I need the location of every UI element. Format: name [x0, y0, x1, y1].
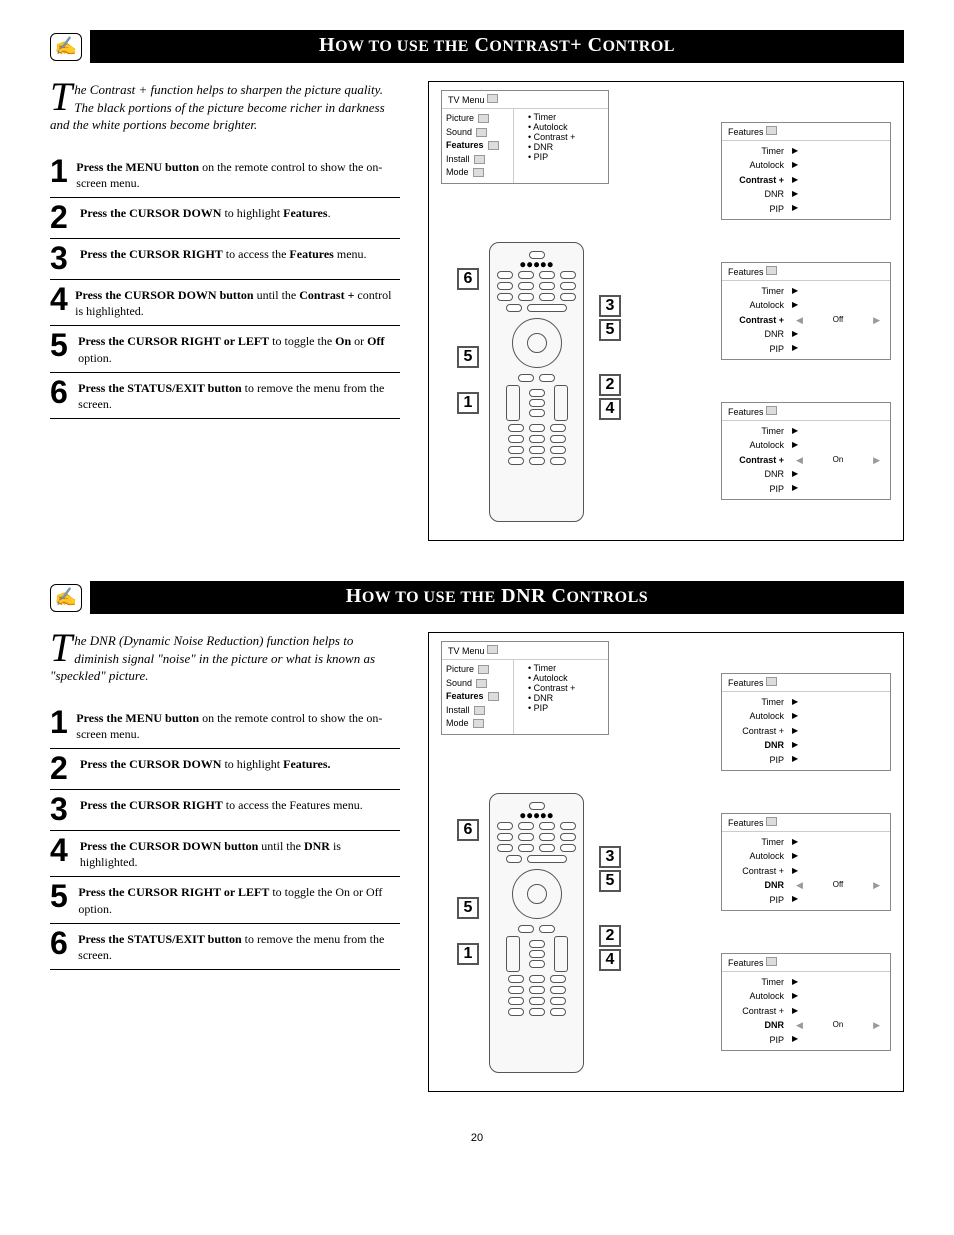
content-row: The Contrast + function helps to sharpen… [50, 81, 904, 541]
features-icon [766, 266, 777, 275]
pencil-hand-icon: ✍ [50, 584, 82, 612]
picture-icon [478, 114, 489, 123]
callout-2: 2 [599, 925, 621, 947]
remote-control-diagram: ⬤ ⬤ ⬤ ⬤ ⬤ [489, 793, 584, 1073]
step: 1Press the MENU button on the remote con… [50, 152, 400, 198]
tv-menu-panel: TV Menu Picture Sound Features Install M… [441, 90, 609, 184]
diagram: TV Menu Picture Sound Features Install M… [428, 632, 904, 1092]
steps-list: 1Press the MENU button on the remote con… [50, 152, 400, 420]
section-title-bar: HOW TO USE THE DNR CONTROLS [90, 581, 904, 614]
features-icon [766, 406, 777, 415]
features-submenu-3: Features Timer▶ Autolock▶ Contrast +▶ DN… [721, 953, 891, 1051]
callout-4: 4 [599, 949, 621, 971]
step: 6Press the STATUS/EXIT button to remove … [50, 924, 400, 970]
drop-cap: T [50, 632, 74, 664]
callout-3: 3 [599, 846, 621, 868]
left-column: The Contrast + function helps to sharpen… [50, 81, 400, 541]
section-contrast: ✍ HOW TO USE THE CONTRAST+ CONTROL The C… [50, 30, 904, 541]
callout-2: 2 [599, 374, 621, 396]
step: 5Press the CURSOR RIGHT or LEFT to toggl… [50, 877, 400, 923]
features-submenu-1: Features Timer▶ Autolock▶ Contrast +▶ DN… [721, 673, 891, 771]
step: 2Press the CURSOR DOWN to highlight Feat… [50, 198, 400, 239]
callout-5b: 5 [599, 319, 621, 341]
features-submenu-2: Features Timer▶ Autolock▶ Contrast +◀Off… [721, 262, 891, 360]
step: 3Press the CURSOR RIGHT to access the Fe… [50, 790, 400, 831]
drop-cap: T [50, 81, 74, 113]
tv-menu-panel: TV Menu Picture Sound Features Install M… [441, 641, 609, 735]
features-submenu-1: Features Timer▶ Autolock▶ Contrast +▶ DN… [721, 122, 891, 220]
intro-text: The Contrast + function helps to sharpen… [50, 81, 400, 134]
header-row: ✍ HOW TO USE THE DNR CONTROLS [50, 581, 904, 614]
install-icon [474, 155, 485, 164]
page-number: 20 [50, 1132, 904, 1144]
mode-icon [473, 168, 484, 177]
tv-menu-title: TV Menu [442, 91, 608, 109]
remote-control-diagram: ⬤ ⬤ ⬤ ⬤ ⬤ [489, 242, 584, 522]
intro-text: The DNR (Dynamic Noise Reduction) functi… [50, 632, 400, 685]
step-number: 1 [50, 156, 76, 186]
callout-5: 5 [457, 346, 479, 368]
features-submenu-3: Features Timer▶ Autolock▶ Contrast +◀On▶… [721, 402, 891, 500]
steps-list: 1Press the MENU button on the remote con… [50, 703, 400, 971]
tv-icon [487, 645, 498, 654]
features-icon [766, 126, 777, 135]
step: 2Press the CURSOR DOWN to highlight Feat… [50, 749, 400, 790]
step: 4Press the CURSOR DOWN button until the … [50, 831, 400, 877]
callout-5: 5 [457, 897, 479, 919]
header-row: ✍ HOW TO USE THE CONTRAST+ CONTROL [50, 30, 904, 63]
callout-6: 6 [457, 819, 479, 841]
section-title-bar: HOW TO USE THE CONTRAST+ CONTROL [90, 30, 904, 63]
callout-4: 4 [599, 398, 621, 420]
callout-5b: 5 [599, 870, 621, 892]
right-column: TV Menu Picture Sound Features Install M… [428, 81, 904, 541]
step: 6Press the STATUS/EXIT button to remove … [50, 373, 400, 419]
sound-icon [476, 128, 487, 137]
step: 1Press the MENU button on the remote con… [50, 703, 400, 749]
features-submenu-2: Features Timer▶ Autolock▶ Contrast +▶ DN… [721, 813, 891, 911]
tv-icon [487, 94, 498, 103]
content-row: The DNR (Dynamic Noise Reduction) functi… [50, 632, 904, 1092]
step: 5Press the CURSOR RIGHT or LEFT to toggl… [50, 326, 400, 372]
callout-3: 3 [599, 295, 621, 317]
diagram: TV Menu Picture Sound Features Install M… [428, 81, 904, 541]
features-icon [488, 141, 499, 150]
callout-1: 1 [457, 943, 479, 965]
callout-1: 1 [457, 392, 479, 414]
step: 3Press the CURSOR RIGHT to access the Fe… [50, 239, 400, 280]
step-text: Press the MENU button on the remote cont… [76, 156, 400, 191]
left-column: The DNR (Dynamic Noise Reduction) functi… [50, 632, 400, 1092]
right-column: TV Menu Picture Sound Features Install M… [428, 632, 904, 1092]
callout-6: 6 [457, 268, 479, 290]
step: 4Press the CURSOR DOWN button until the … [50, 280, 400, 326]
section-dnr: ✍ HOW TO USE THE DNR CONTROLS The DNR (D… [50, 581, 904, 1092]
pencil-hand-icon: ✍ [50, 33, 82, 61]
